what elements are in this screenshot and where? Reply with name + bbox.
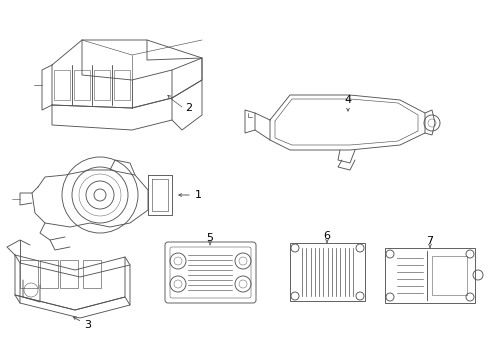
Text: 3: 3 bbox=[84, 320, 92, 330]
Bar bbox=[20, 260, 38, 288]
Bar bbox=[290, 243, 365, 301]
Bar bbox=[94, 70, 110, 100]
Text: 6: 6 bbox=[323, 231, 330, 241]
Bar bbox=[114, 70, 130, 100]
Bar bbox=[83, 260, 101, 288]
Bar bbox=[60, 260, 78, 288]
Bar bbox=[432, 256, 467, 295]
Bar bbox=[74, 70, 90, 100]
Text: 5: 5 bbox=[206, 233, 214, 243]
Bar bbox=[54, 70, 70, 100]
Text: 4: 4 bbox=[344, 95, 351, 105]
Text: 2: 2 bbox=[185, 103, 192, 113]
Bar bbox=[40, 260, 58, 288]
Text: 7: 7 bbox=[426, 236, 434, 246]
Bar bbox=[385, 248, 475, 303]
Text: 1: 1 bbox=[195, 190, 202, 200]
